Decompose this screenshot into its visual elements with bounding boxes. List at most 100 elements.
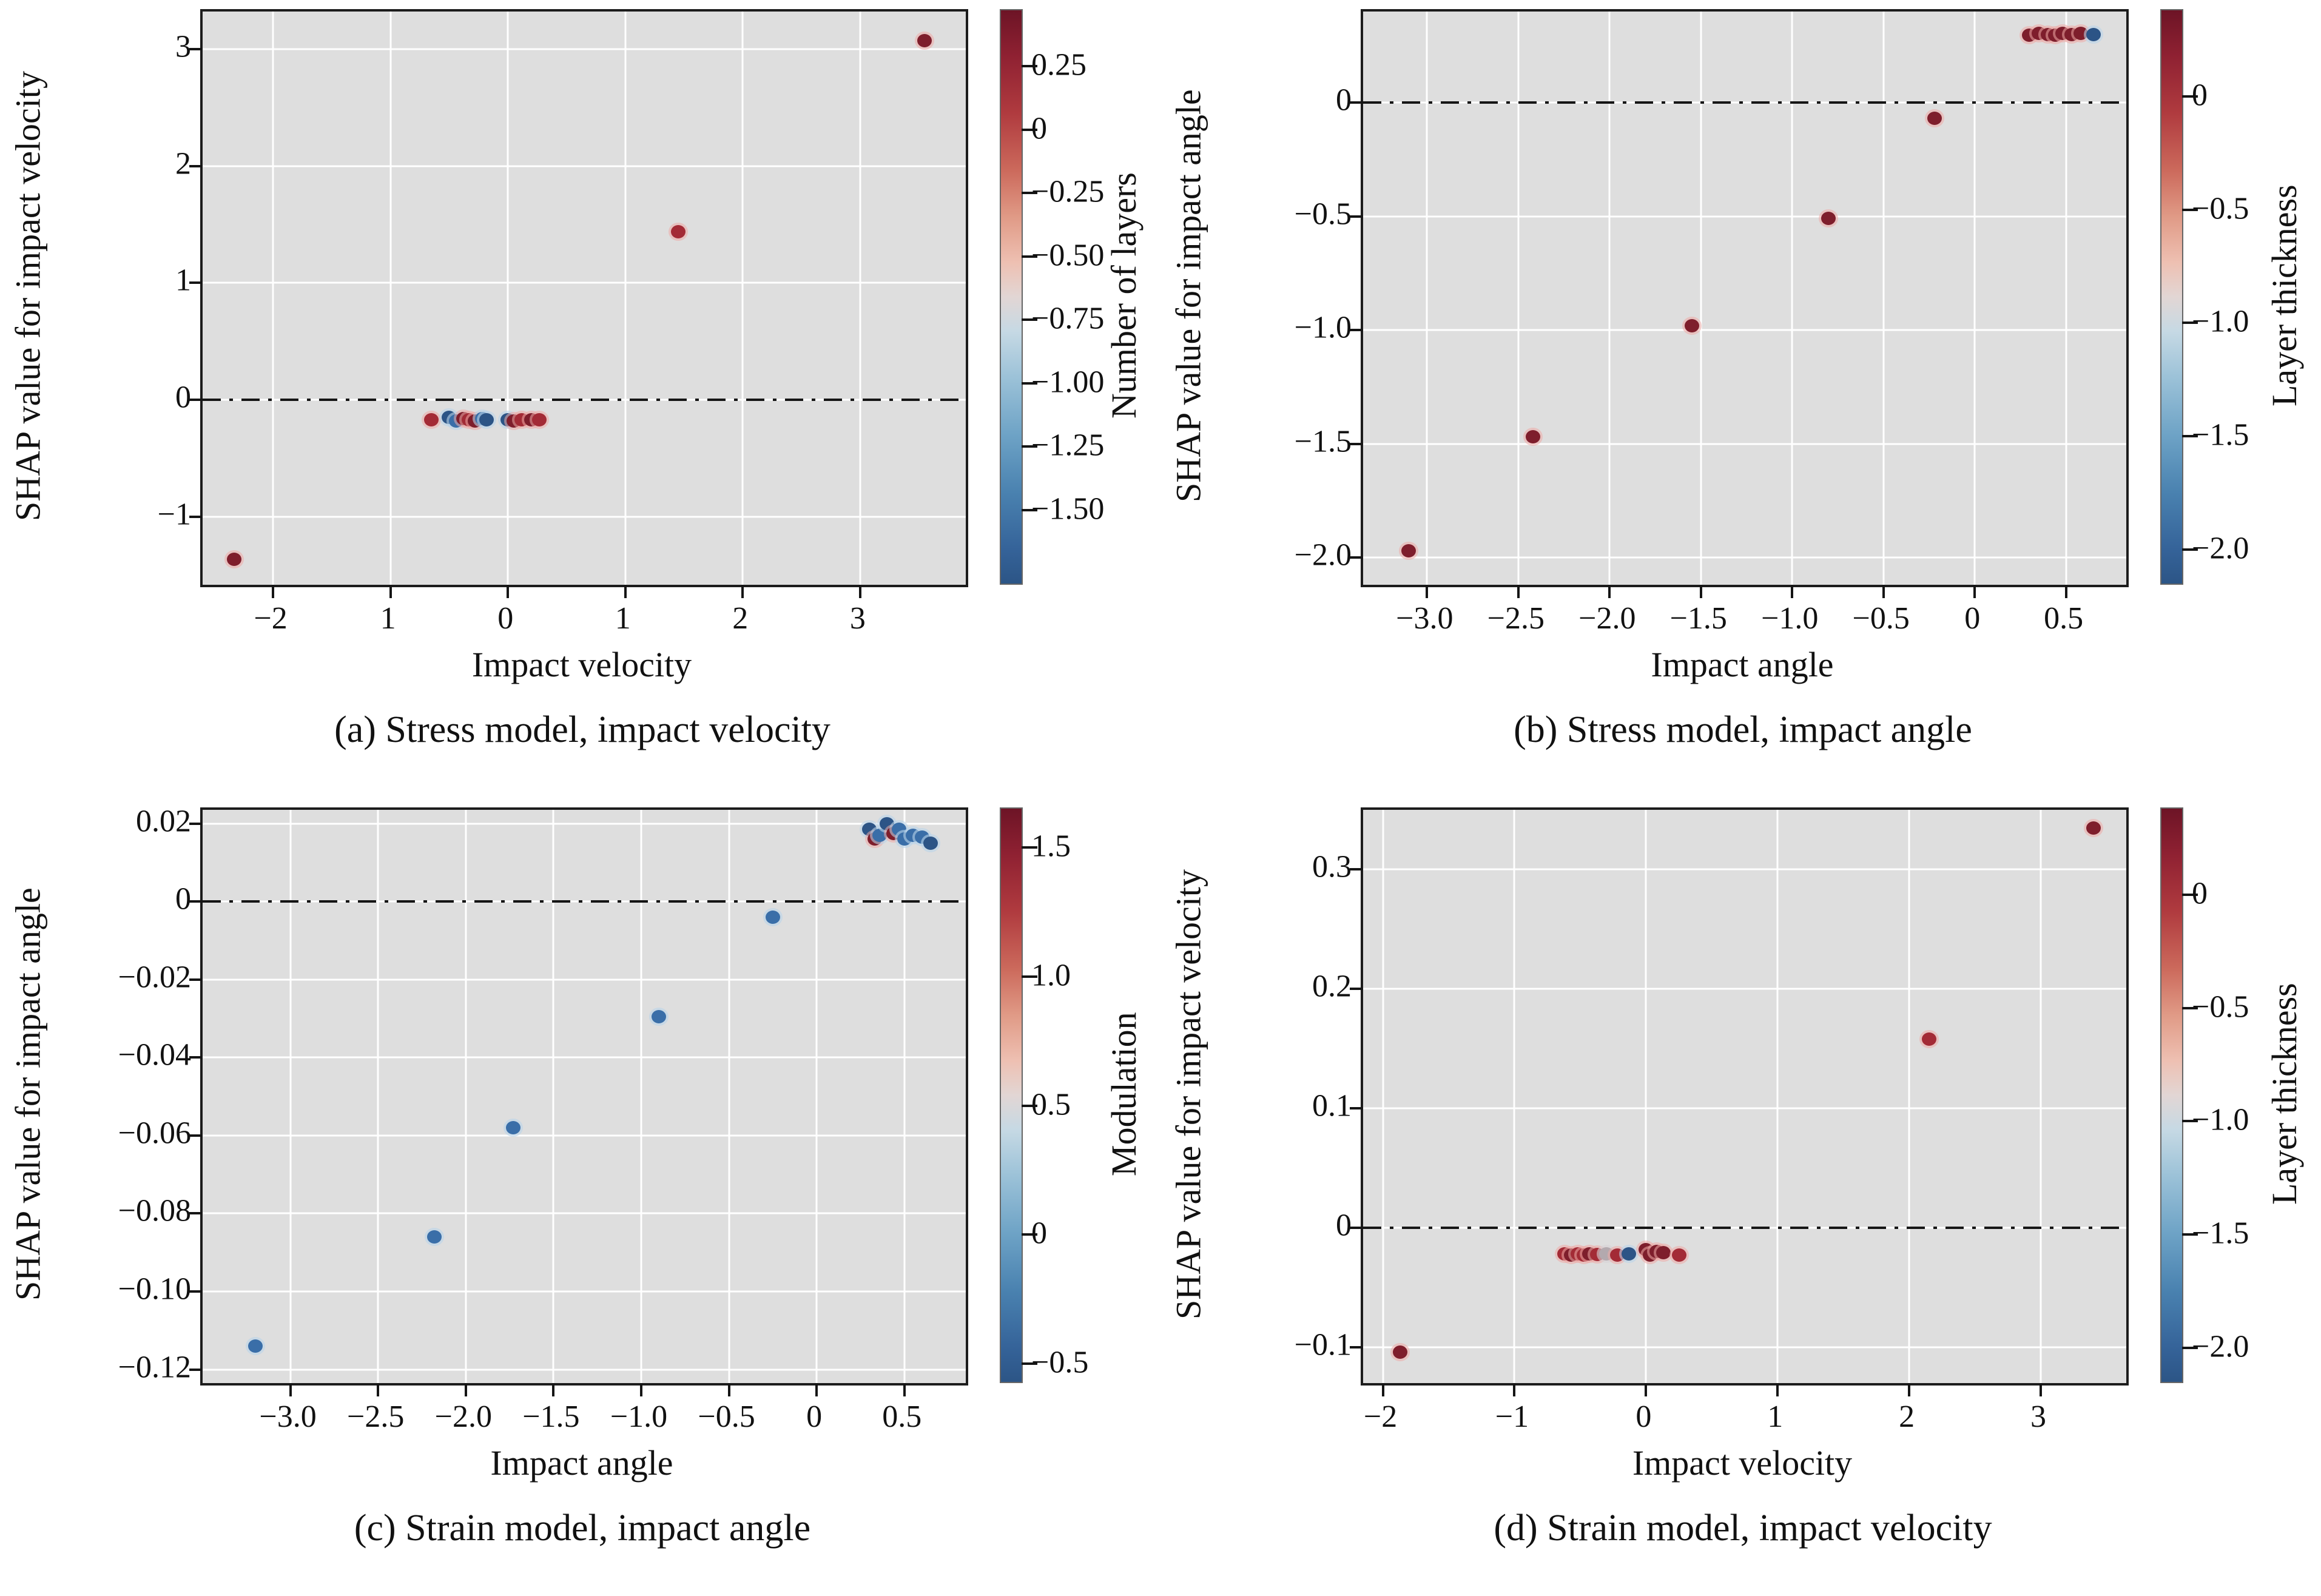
x-tick-label: −2.5 — [1487, 601, 1545, 636]
data-point — [1609, 1248, 1625, 1262]
gridline-vertical — [1517, 12, 1520, 585]
plot-area — [1350, 9, 2129, 598]
colorbar-tick — [2182, 1120, 2198, 1123]
data-point — [2086, 821, 2101, 835]
gridline-horizontal — [1363, 443, 2126, 445]
gridline-vertical — [1645, 810, 1647, 1383]
y-tick-label: −0.08 — [118, 1193, 191, 1228]
y-tick-label: 0 — [175, 881, 191, 917]
y-tick-label: −0.02 — [118, 960, 191, 995]
x-tick-label: −1.0 — [610, 1399, 668, 1434]
data-point — [917, 34, 932, 48]
y-axis-tick — [1350, 442, 1363, 445]
plot-area — [1350, 807, 2129, 1396]
x-tick-label: 0 — [1635, 1399, 1652, 1434]
y-axis-ticks: 0.02 0 −0.02 −0.04 −0.06 −0.08 −0.10 −0.12 — [55, 804, 191, 1384]
x-tick-label: 2 — [1899, 1399, 1915, 1434]
x-axis-tick — [1513, 1383, 1516, 1396]
gridline-vertical — [272, 12, 274, 585]
x-tick-label: 1 — [380, 601, 396, 636]
gridline-vertical — [1776, 810, 1779, 1383]
x-axis-label: Impact angle — [1651, 645, 1834, 684]
x-tick-label: −0.5 — [698, 1399, 755, 1434]
gridline-horizontal — [203, 516, 966, 518]
y-axis-tick — [1350, 988, 1363, 991]
gridline-horizontal — [203, 1134, 966, 1137]
x-tick-label: 0.5 — [2044, 601, 2084, 636]
panel-strain-impact-angle: SHAP value for impact angle 0.02 0 −0.02 −0… — [0, 798, 1160, 1596]
colorbar-tick-label: −1.0 — [2192, 304, 2249, 339]
data-point — [424, 413, 439, 427]
y-axis-ticks: 3 2 1 0 −1 — [55, 9, 191, 582]
y-tick-label: −0.10 — [118, 1271, 191, 1307]
colorbar-tick-label: −1.25 — [1031, 428, 1105, 463]
data-point — [1927, 112, 1942, 126]
x-axis-tick — [377, 1383, 380, 1396]
gridline-horizontal — [1363, 215, 2126, 217]
x-tick-label: −2 — [254, 601, 288, 636]
gridline-vertical — [465, 810, 467, 1383]
colorbar-tick — [1022, 1233, 1037, 1236]
colorbar-tick-label: −0.25 — [1031, 174, 1105, 209]
x-axis-label: Impact velocity — [471, 645, 692, 684]
y-axis-tick — [1350, 556, 1363, 559]
y-axis-label: SHAP value for impact angle — [8, 887, 48, 1301]
colorbar-tick — [2182, 1233, 2198, 1236]
gridline-horizontal — [1363, 988, 2126, 990]
colorbar-tick — [2182, 1006, 2198, 1009]
colorbar-tick — [1022, 1104, 1037, 1107]
subplot-caption: (d) Strain model, impact velocity — [1494, 1507, 1992, 1549]
gridline-horizontal — [1363, 329, 2126, 331]
data-point — [426, 1230, 442, 1244]
x-axis-tick — [815, 1383, 818, 1396]
gridline-vertical — [2065, 12, 2067, 585]
gridline-horizontal — [203, 1369, 966, 1370]
y-axis-tick — [189, 281, 203, 285]
y-axis-tick — [1350, 868, 1363, 871]
y-axis-tick — [1350, 1345, 1363, 1349]
y-axis-tick — [1350, 1227, 1363, 1230]
y-tick-label: 1 — [175, 263, 191, 298]
gridline-vertical — [1382, 810, 1384, 1383]
gridline-vertical — [1973, 12, 1976, 585]
gridline-horizontal — [1363, 556, 2126, 559]
y-axis-tick — [189, 1056, 203, 1059]
colorbar-tick — [1022, 445, 1037, 448]
zero-reference-line — [1363, 101, 2126, 104]
gridline-vertical — [377, 810, 379, 1383]
gridline-vertical — [859, 12, 861, 585]
data-point — [227, 552, 242, 566]
y-axis-tick — [1350, 1107, 1363, 1110]
gridline-vertical — [815, 810, 818, 1383]
y-tick-label: −1.5 — [1294, 424, 1352, 459]
x-axis-tick — [1645, 1383, 1648, 1396]
x-tick-label: 3 — [2030, 1399, 2047, 1434]
colorbar-tick — [2182, 548, 2198, 551]
subplot-caption: (c) Strain model, impact angle — [354, 1507, 811, 1549]
y-axis-tick — [189, 978, 203, 981]
x-axis-tick — [903, 1383, 906, 1396]
x-axis-tick — [1426, 585, 1429, 598]
gridline-horizontal — [1363, 1346, 2126, 1349]
gridline-horizontal — [1363, 1107, 2126, 1109]
colorbar-ticks: 1.5 1.0 0.5 0 −0.5 — [1031, 807, 1128, 1381]
colorbar-tick-label: 0 — [1031, 1216, 1047, 1251]
y-axis-label: SHAP value for impact velocity — [1168, 869, 1208, 1319]
colorbar-tick — [1022, 64, 1037, 67]
y-tick-label: 0 — [1336, 82, 1352, 118]
x-tick-label: −1.5 — [522, 1399, 580, 1434]
y-tick-label: −0.12 — [118, 1350, 191, 1384]
gridline-horizontal — [203, 978, 966, 981]
x-axis-tick — [1882, 585, 1885, 598]
colorbar — [1000, 807, 1037, 1383]
colorbar-ticks: 0.25 0 −0.25 −0.50 −0.75 −1.00 −1.25 −1.50 — [1031, 9, 1128, 582]
zero-reference-line — [203, 900, 966, 903]
y-axis-label: SHAP value for impact velocity — [8, 70, 48, 521]
y-tick-label: 0.2 — [1312, 969, 1352, 1004]
gridline-vertical — [2040, 810, 2042, 1383]
colorbar-ticks: 0 −0.5 −1.0 −1.5 −2.0 — [2192, 9, 2289, 582]
colorbar-label: Layer thickness — [2265, 184, 2304, 407]
y-tick-label: 2 — [175, 146, 191, 181]
colorbar-tick — [2182, 95, 2198, 98]
gridline-horizontal — [203, 1290, 966, 1293]
